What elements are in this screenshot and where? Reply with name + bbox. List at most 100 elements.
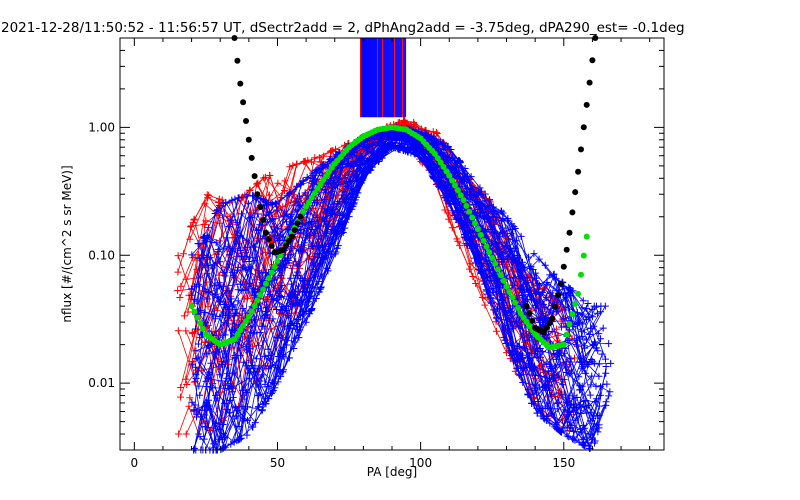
trace-marker: [605, 340, 613, 348]
trace-marker: [203, 383, 211, 391]
trace-marker: [174, 327, 182, 335]
trace-marker: [467, 232, 475, 240]
fit-dot: [291, 227, 298, 233]
trace-marker: [231, 195, 239, 203]
trace-marker: [182, 327, 190, 335]
trace-marker: [400, 119, 408, 127]
trace-marker: [284, 325, 292, 333]
trace-marker: [601, 302, 609, 310]
trace-marker: [476, 256, 484, 264]
trace-marker: [236, 280, 244, 288]
trace-marker: [279, 306, 287, 314]
trace-marker: [433, 129, 441, 137]
trace-marker: [547, 289, 555, 297]
trace-marker: [558, 428, 566, 436]
fit-dot: [560, 341, 567, 348]
trace-marker: [509, 350, 517, 358]
trace-marker: [379, 140, 387, 148]
fit-dot: [446, 172, 453, 179]
trace-marker: [304, 156, 312, 164]
fit-dot: [526, 310, 533, 317]
y-tick-label: 0.10: [88, 248, 115, 262]
trace-marker: [188, 291, 196, 299]
trace-marker: [592, 395, 600, 403]
fit-dot: [589, 57, 596, 64]
trace-marker: [221, 331, 229, 339]
trace-marker: [216, 201, 224, 209]
black-fit-curve-right: [523, 35, 599, 336]
trace-marker: [368, 148, 376, 156]
y-axis-label: nflux [#/(cm^2 s sr MeV)]: [60, 165, 74, 322]
fit-dot: [509, 294, 516, 301]
trace-marker: [573, 393, 581, 401]
trace-marker: [225, 260, 233, 268]
trace-marker: [303, 173, 311, 181]
fit-dot: [460, 197, 467, 204]
trace-marker: [293, 320, 301, 328]
trace-marker: [215, 219, 223, 227]
fit-dot: [306, 199, 312, 206]
trace-marker: [277, 372, 285, 380]
fit-dot: [434, 155, 441, 162]
fit-dot: [194, 314, 201, 321]
trace-marker: [533, 404, 541, 412]
trace-marker: [217, 377, 225, 385]
spike-band: [360, 38, 407, 118]
fit-dot: [285, 238, 292, 244]
trace-marker: [377, 149, 385, 157]
trace-marker: [363, 157, 371, 165]
trace-marker: [329, 177, 337, 185]
trace-marker: [476, 184, 484, 192]
trace-marker: [539, 300, 547, 308]
trace-marker: [607, 359, 615, 367]
trace-marker: [545, 381, 553, 389]
trace-marker: [320, 216, 328, 224]
trace-marker: [485, 286, 493, 294]
fit-dot: [572, 300, 579, 307]
trace-marker: [327, 147, 335, 155]
trace-marker: [305, 218, 313, 226]
trace-marker: [305, 231, 313, 239]
trace-line: [191, 146, 600, 452]
trace-marker: [233, 266, 241, 274]
fit-dot: [560, 263, 567, 270]
trace-marker: [234, 263, 242, 271]
trace-marker: [311, 154, 319, 162]
trace-marker: [602, 369, 610, 377]
trace-marker: [252, 226, 260, 234]
trace-marker: [180, 312, 188, 320]
fit-dot: [260, 216, 267, 223]
trace-marker: [261, 352, 269, 360]
trace-marker: [313, 214, 321, 222]
trace-marker: [200, 435, 208, 443]
fit-dot: [563, 246, 570, 253]
data-layer: [174, 35, 615, 454]
fit-dot: [449, 177, 456, 184]
fit-dot: [580, 252, 587, 259]
fit-dot: [300, 208, 307, 215]
trace-marker: [580, 422, 588, 430]
trace-marker: [594, 347, 602, 355]
fit-dot: [308, 194, 315, 201]
trace-marker: [555, 348, 563, 356]
trace-marker: [194, 240, 202, 248]
fit-dot: [188, 303, 195, 310]
y-tick-label: 1.00: [88, 120, 115, 134]
trace-marker: [439, 140, 447, 148]
trace-marker: [274, 334, 282, 342]
trace-marker: [204, 194, 212, 202]
trace-marker: [211, 315, 219, 323]
fit-dot: [500, 277, 507, 284]
trace-marker: [492, 229, 500, 237]
trace-marker: [217, 297, 225, 305]
trace-marker: [245, 257, 253, 265]
fit-dot: [492, 260, 499, 267]
trace-marker: [581, 342, 589, 350]
trace-marker: [530, 363, 538, 371]
trace-marker: [595, 372, 603, 380]
fit-dot: [452, 182, 458, 189]
fit-dot: [240, 99, 247, 106]
trace-marker: [492, 327, 500, 335]
fit-dot: [569, 209, 576, 216]
trace-marker: [523, 285, 531, 293]
